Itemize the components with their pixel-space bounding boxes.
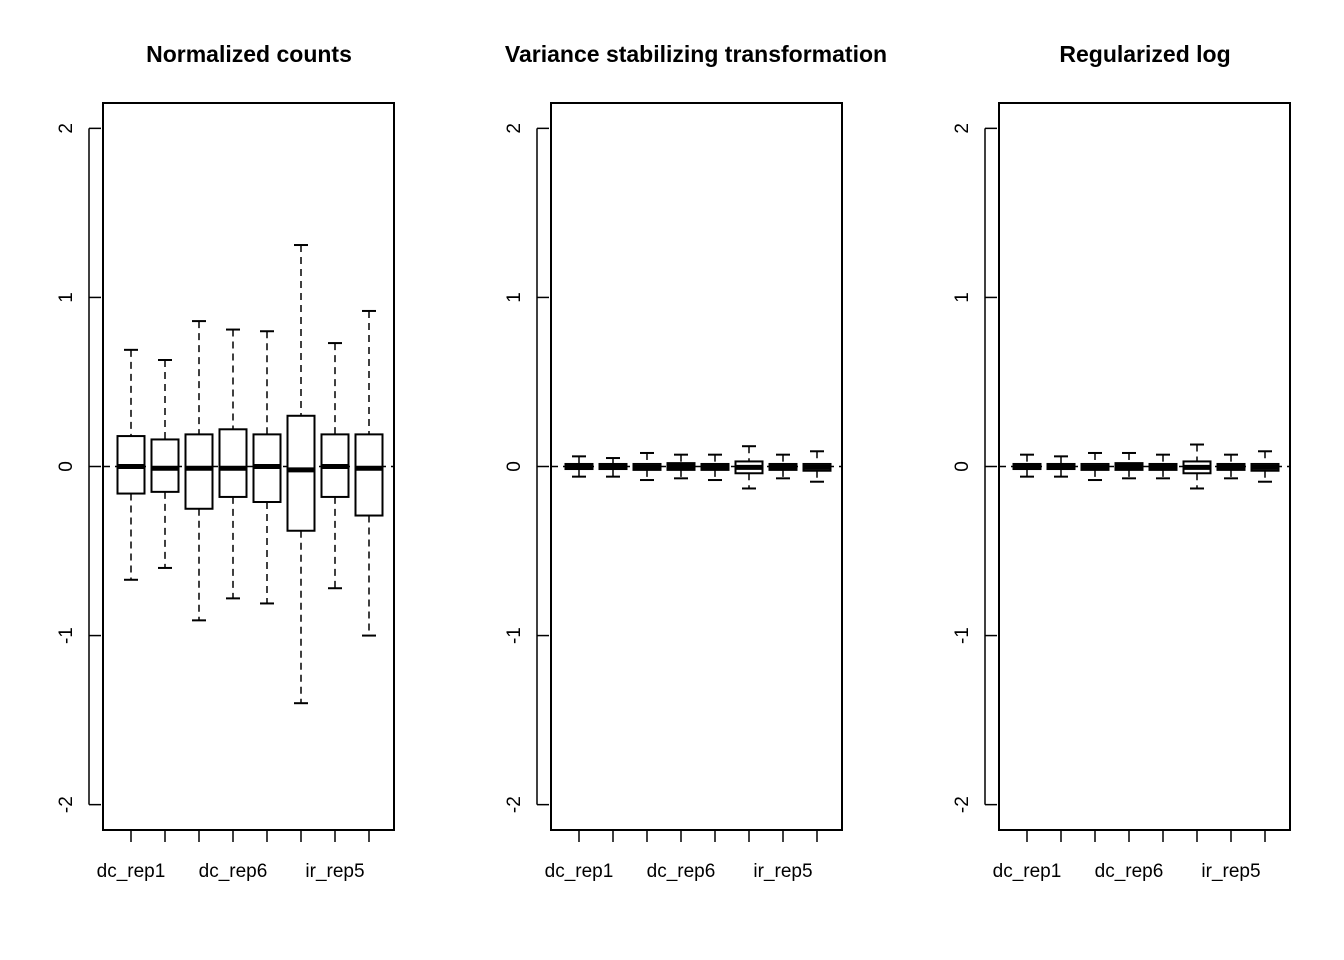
box-6 (1182, 443, 1212, 490)
x-tick-label: dc_rep1 (545, 861, 614, 882)
y-tick-label: 1 (952, 292, 973, 303)
x-tick-label: dc_rep1 (993, 861, 1062, 882)
y-tick-label: 2 (952, 123, 973, 134)
box-7 (1216, 453, 1246, 480)
x-tick-label: ir_rep5 (753, 861, 812, 882)
y-tick-label: 2 (504, 123, 525, 134)
box-2 (150, 358, 180, 569)
y-tick-label: 0 (56, 461, 77, 472)
box-body (184, 433, 214, 510)
plot-area: -2 -1 0 1 2 dc_rep1 dc_rep6 ir_rep5 (952, 102, 1291, 882)
box-body (150, 438, 180, 493)
box-4 (1114, 451, 1144, 480)
box-body (218, 428, 248, 498)
x-tick-label: dc_rep6 (199, 861, 268, 882)
y-tick-label: 2 (56, 123, 77, 134)
box-1 (116, 348, 146, 581)
y-tick-label: -2 (952, 796, 973, 813)
panel-normalized-counts: Normalized counts -2 -1 0 1 2 dc_rep1 dc_rep6 i… (56, 41, 395, 882)
box-8 (1250, 450, 1280, 483)
y-tick-label: -1 (56, 627, 77, 644)
box-5 (252, 330, 282, 605)
y-tick-label: 0 (952, 461, 973, 472)
box-3 (632, 451, 662, 482)
box-7 (768, 453, 798, 480)
box-8 (354, 309, 384, 637)
box-2 (1046, 455, 1076, 478)
box-1 (1012, 453, 1042, 478)
x-tick-label: dc_rep6 (647, 861, 716, 882)
y-tick-label: 1 (504, 292, 525, 303)
panel-title: Regularized log (1059, 41, 1230, 67)
box-8 (802, 450, 832, 483)
x-tick-label: ir_rep5 (1201, 861, 1260, 882)
box-4 (218, 328, 248, 600)
x-tick-label: dc_rep6 (1095, 861, 1164, 882)
plot-area: -2 -1 0 1 2 dc_rep1 dc_rep6 ir_rep5 (56, 102, 395, 882)
box-5 (1148, 453, 1178, 480)
y-tick-label: -1 (952, 627, 973, 644)
box-4 (666, 453, 696, 480)
x-tick-label: ir_rep5 (305, 861, 364, 882)
box-1 (564, 455, 594, 478)
panel-regularized-log: Regularized log -2 -1 0 1 2 dc_rep1 dc_rep6 ir_… (952, 41, 1291, 882)
y-tick-label: -2 (504, 796, 525, 813)
panel-title: Variance stabilizing transformation (505, 41, 887, 67)
box-6 (734, 445, 764, 490)
box-3 (1080, 451, 1110, 482)
box-7 (320, 342, 350, 590)
y-tick-label: -1 (504, 627, 525, 644)
box-body (286, 414, 316, 532)
panel-title: Normalized counts (146, 41, 352, 67)
y-tick-label: 1 (56, 292, 77, 303)
box-5 (700, 453, 730, 482)
box-6 (286, 244, 316, 705)
box-body (354, 433, 384, 517)
box-3 (184, 320, 214, 622)
y-tick-label: -2 (56, 796, 77, 813)
x-tick-label: dc_rep1 (97, 861, 166, 882)
box-2 (598, 457, 628, 478)
panel-variance-stabilizing: Variance stabilizing transformation -2 -1… (504, 41, 887, 882)
plot-area: -2 -1 0 1 2 dc_rep1 dc_rep6 ir_rep5 (504, 102, 843, 882)
y-tick-label: 0 (504, 461, 525, 472)
